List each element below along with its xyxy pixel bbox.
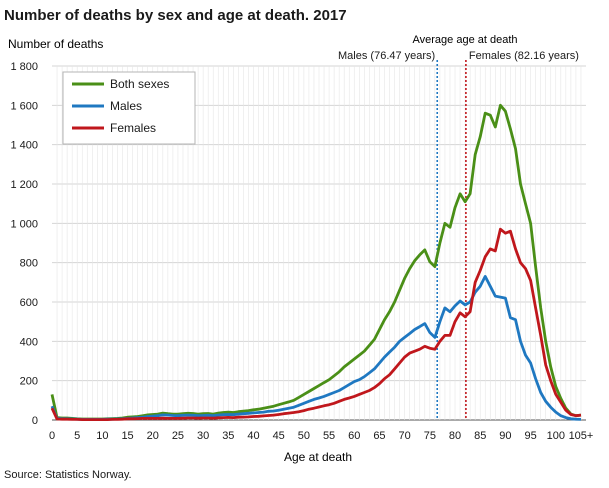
x-axis-label: Age at death [284,450,352,464]
x-tick-label: 105+ [569,430,594,442]
axes: 0 200 400 600 800 1 000 1 200 1 400 1 600 1 800 0 5… [10,61,593,442]
legend-label: Females [110,121,156,135]
y-tick-label: 1 800 [10,61,38,73]
x-tick-label: 10 [96,430,108,442]
x-tick-label: 70 [399,430,411,442]
y-tick-label: 0 [32,415,38,427]
x-tick-label: 40 [247,430,259,442]
x-tick-label: 0 [49,430,55,442]
legend-label: Both sexes [110,77,169,91]
series-line [50,227,582,421]
series-line [50,103,582,421]
x-tick-label: 90 [499,430,511,442]
x-tick-label: 55 [323,430,335,442]
chart-title: Number of deaths by sex and age at death… [4,7,347,24]
y-tick-label: 1 400 [10,140,38,152]
x-tick-label: 65 [373,430,385,442]
x-tick-label: 75 [424,430,436,442]
reference-heading: Average age at death [413,34,518,46]
y-tick-label: 1 600 [10,100,38,112]
x-tick-label: 35 [222,430,234,442]
reference-label: Males (76.47 years) [338,50,435,62]
y-tick-label: 1 200 [10,179,38,191]
legend: Both sexes Males Females [62,71,196,145]
y-tick-label: 200 [20,376,38,388]
y-tick-label: 600 [20,297,38,309]
legend-label: Males [110,99,142,113]
series-lines [50,103,582,421]
y-tick-label: 400 [20,336,38,348]
x-tick-label: 15 [121,430,133,442]
x-tick-label: 20 [147,430,159,442]
reference-label: Females (82.16 years) [469,50,579,62]
y-tick-label: 800 [20,258,38,270]
reference-lines: Males (76.47 years) Females (82.16 years) [338,50,579,420]
x-tick-label: 45 [273,430,285,442]
x-tick-label: 5 [74,430,80,442]
x-tick-label: 60 [348,430,360,442]
x-tick-label: 100 [547,430,565,442]
x-tick-label: 80 [449,430,461,442]
y-tick-label: 1 000 [10,218,38,230]
x-tick-label: 30 [197,430,209,442]
x-tick-label: 95 [524,430,536,442]
y-axis-label: Number of deaths [8,37,103,51]
x-tick-label: 85 [474,430,486,442]
x-tick-label: 25 [172,430,184,442]
series-line [50,275,582,421]
x-tick-label: 50 [298,430,310,442]
source-note: Source: Statistics Norway. [4,469,132,481]
